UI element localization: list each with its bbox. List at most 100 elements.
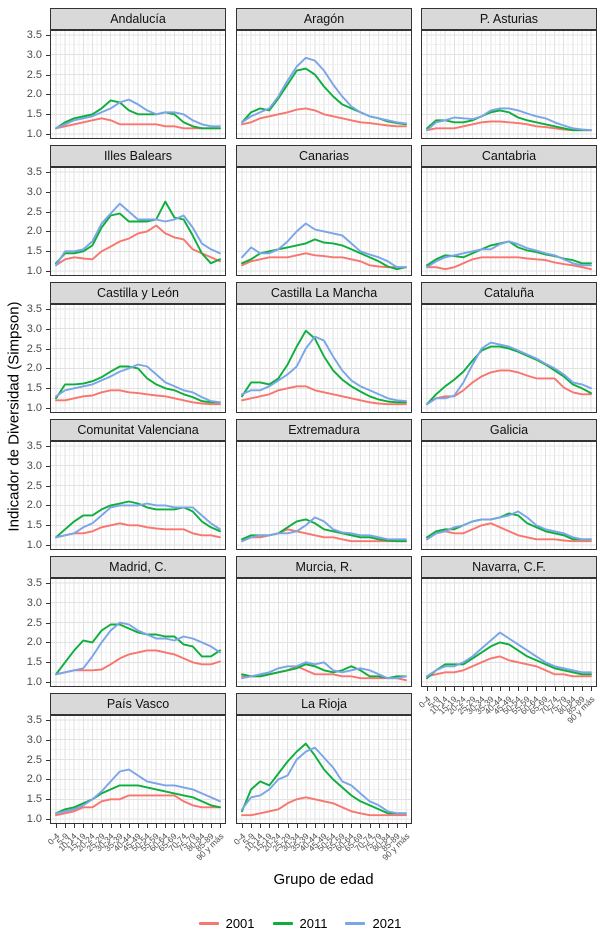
y-tick-label: 1.5 [26, 245, 42, 257]
series-line-2001 [55, 522, 221, 539]
x-tick-mark [56, 824, 57, 828]
series-line-2011 [55, 623, 221, 676]
x-tick-mark [370, 824, 371, 828]
series-line-2011 [241, 329, 407, 404]
facet-panel [50, 30, 226, 139]
x-tick-mark [463, 687, 464, 691]
x-tick-mark [555, 687, 556, 691]
x-tick-mark [582, 687, 583, 691]
y-tick-mark [46, 446, 50, 447]
x-tick-mark [527, 687, 528, 691]
facet-strip: Andalucía [50, 8, 226, 30]
y-tick-mark [46, 682, 50, 683]
facet-title: Castilla La Mancha [270, 286, 378, 300]
y-tick-label: 3.5 [26, 303, 42, 315]
facet-strip: Castilla La Mancha [236, 282, 412, 304]
y-tick-label: 3.5 [26, 577, 42, 589]
y-tick-label: 1.0 [26, 539, 42, 551]
series-line-2021 [55, 502, 221, 539]
y-tick-label: 1.5 [26, 108, 42, 120]
facet-panel [236, 578, 412, 687]
facet-panel [421, 441, 597, 550]
facet-strip: P. Asturias [421, 8, 597, 30]
x-tick-mark [288, 824, 289, 828]
x-tick-mark [388, 824, 389, 828]
legend-label: 2001 [225, 915, 255, 931]
y-tick-mark [46, 75, 50, 76]
y-tick-mark [46, 779, 50, 780]
y-tick-label: 2.5 [26, 480, 42, 492]
legend-key-line [272, 921, 293, 925]
y-tick-label: 3.5 [26, 166, 42, 178]
y-tick-mark [46, 114, 50, 115]
x-tick-mark [156, 824, 157, 828]
facet-title: Aragón [303, 12, 345, 26]
series-line-2021 [426, 341, 592, 406]
y-tick-label: 2.5 [26, 343, 42, 355]
series-line-2001 [241, 796, 407, 817]
facet-panel [50, 304, 226, 413]
legend-item-2011: 2011 [272, 916, 327, 931]
facet-title: Extremadura [288, 423, 360, 437]
y-tick-mark [46, 740, 50, 741]
facet-title: País Vasco [106, 697, 170, 711]
x-tick-mark [500, 687, 501, 691]
x-tick-mark [454, 687, 455, 691]
x-tick-mark [251, 824, 252, 828]
y-tick-label: 2.5 [26, 617, 42, 629]
series-line-2011 [241, 663, 407, 680]
series-line-2021 [426, 510, 592, 541]
facet-strip: Extremadura [236, 419, 412, 441]
x-tick-mark [545, 687, 546, 691]
series-line-2011 [241, 238, 407, 271]
series-line-2001 [426, 256, 592, 271]
series-line-2011 [55, 365, 221, 404]
y-tick-label: 3.0 [26, 734, 42, 746]
facet-panel [236, 167, 412, 276]
facet-panel [50, 715, 226, 824]
y-tick-label: 3.5 [26, 29, 42, 41]
x-tick-mark [427, 687, 428, 691]
facet-title: Galicia [489, 423, 529, 437]
x-tick-mark [242, 824, 243, 828]
y-tick-mark [46, 545, 50, 546]
y-tick-mark [46, 251, 50, 252]
y-tick-label: 2.0 [26, 88, 42, 100]
y-tick-mark [46, 408, 50, 409]
x-tick-mark [351, 824, 352, 828]
y-tick-mark [46, 623, 50, 624]
x-tick-mark [260, 824, 261, 828]
x-tick-mark [406, 824, 407, 828]
x-tick-mark [333, 824, 334, 828]
facet-strip: Madrid, C. [50, 556, 226, 578]
series-line-2021 [241, 335, 407, 403]
facet-strip: País Vasco [50, 693, 226, 715]
series-line-2021 [426, 240, 592, 269]
series-line-2001 [241, 385, 407, 406]
series-line-2011 [55, 99, 221, 130]
legend-key-line [345, 921, 366, 925]
x-axis-title: Grupo de edad [273, 871, 374, 888]
y-tick-mark [46, 271, 50, 272]
x-tick-mark [184, 824, 185, 828]
x-tick-mark [220, 824, 221, 828]
legend: 2001 2011 2021 [0, 908, 600, 938]
legend-key-line [198, 921, 219, 925]
facet-strip: Illes Balears [50, 145, 226, 167]
y-tick-label: 1.5 [26, 793, 42, 805]
y-tick-mark [46, 720, 50, 721]
facet-panel [236, 441, 412, 550]
series-line-2011 [426, 641, 592, 680]
y-tick-label: 2.0 [26, 773, 42, 785]
y-tick-mark [46, 525, 50, 526]
x-tick-mark [397, 824, 398, 828]
x-tick-mark [129, 824, 130, 828]
y-tick-mark [46, 212, 50, 213]
series-line-2021 [241, 516, 407, 543]
x-tick-mark [591, 687, 592, 691]
x-tick-mark [83, 824, 84, 828]
y-tick-mark [46, 466, 50, 467]
y-tick-mark [46, 35, 50, 36]
series-line-2021 [55, 202, 221, 267]
